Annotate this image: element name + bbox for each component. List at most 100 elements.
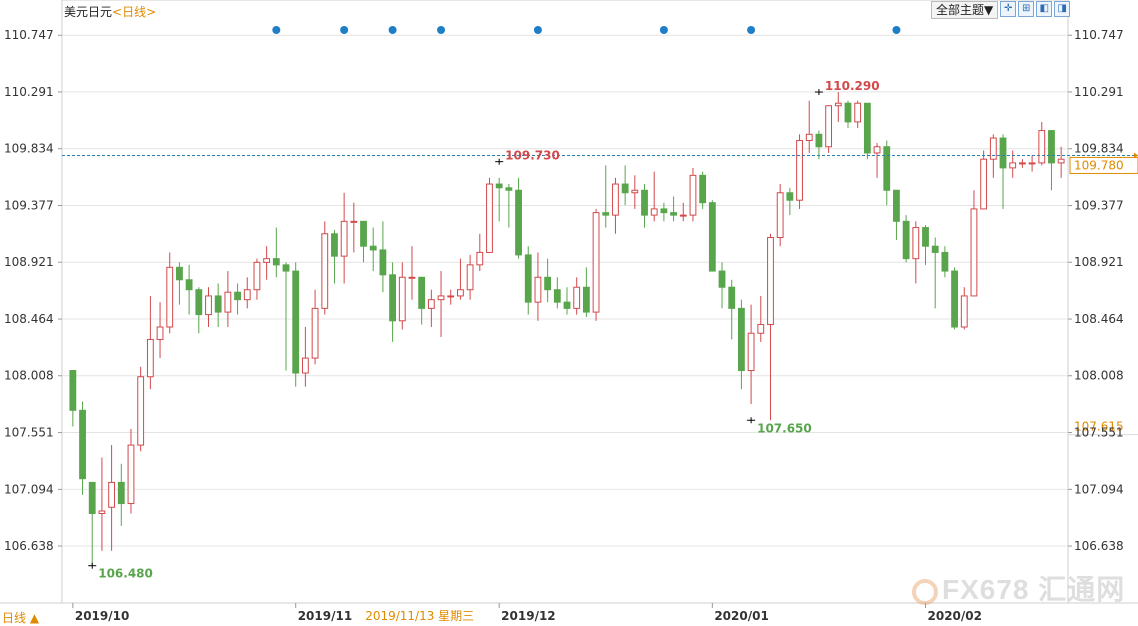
candle (815, 130, 823, 160)
y-tick-label-left: 107.551 (4, 426, 54, 440)
candle-body (989, 137, 997, 160)
high-annotation-label: 110.290 (825, 79, 880, 93)
candle-body (418, 276, 426, 309)
candle (999, 134, 1007, 209)
candle (825, 105, 833, 153)
candle (699, 171, 707, 209)
theme-dropdown[interactable]: 全部主题▼ (931, 1, 999, 19)
candle (301, 327, 309, 387)
candle-body (592, 212, 600, 313)
candle-body (728, 286, 736, 309)
y-tick-label-right: 108.008 (1074, 369, 1124, 383)
panel-left-icon[interactable]: ◧ (1036, 1, 1053, 17)
low-annotation-label: 106.480 (98, 567, 153, 581)
current-price-box (1069, 156, 1138, 174)
candle-body (524, 254, 532, 303)
candle (1028, 155, 1036, 172)
instrument-name: 美元日元 (64, 5, 113, 19)
candle (1057, 146, 1065, 178)
candle (960, 287, 968, 330)
hover-date-label: 2019/11/13 星期三 (365, 609, 474, 623)
candle (389, 262, 396, 342)
candle (621, 165, 629, 206)
crosshair-icon[interactable]: ✛ (1000, 1, 1017, 17)
candle-body (437, 295, 445, 301)
candle (243, 277, 251, 309)
candle-body (544, 276, 552, 291)
x-tick-label: 2020/01 (714, 609, 768, 623)
candle (689, 167, 697, 222)
candle-body (331, 233, 338, 257)
candle (553, 277, 561, 309)
candle-body (263, 258, 271, 263)
candle (495, 177, 503, 222)
candle (253, 258, 261, 300)
candle-body (1009, 162, 1017, 169)
candle (786, 187, 794, 216)
candle-body (893, 189, 900, 222)
candle-body (234, 291, 241, 301)
candle-body (757, 324, 765, 334)
y-tick-label-right: 110.747 (1074, 28, 1124, 42)
candle-body (195, 289, 203, 316)
candle (738, 299, 745, 390)
y-tick-label-left: 110.291 (4, 85, 54, 99)
candle (718, 262, 726, 309)
candle (563, 287, 571, 315)
candle-body (495, 183, 503, 189)
candle-body (88, 481, 96, 514)
candle-body (834, 102, 842, 107)
y-tick-label-left: 109.834 (4, 142, 54, 156)
candle (311, 289, 319, 365)
candle-body (708, 202, 716, 272)
candle-body (699, 174, 707, 204)
candle (544, 258, 552, 303)
candle-body (553, 289, 561, 303)
zoom-in-icon[interactable]: ⊞ (1018, 1, 1035, 17)
candle-body (224, 291, 232, 313)
period-subtitle[interactable]: <日线> (112, 5, 157, 19)
candle-body (563, 301, 571, 309)
candle (1018, 159, 1026, 168)
candle-body (447, 295, 455, 298)
candle (922, 225, 929, 265)
event-dot (533, 26, 542, 34)
candle (331, 230, 338, 284)
candle (573, 277, 581, 315)
candle-body (844, 102, 852, 123)
candle-body (340, 220, 348, 257)
candle-body (282, 264, 290, 272)
candle (912, 221, 920, 284)
candle-body (185, 279, 193, 291)
candle-body (854, 102, 862, 123)
candle (321, 221, 329, 315)
panel-right-icon[interactable]: ◨ (1054, 1, 1071, 17)
candle-body (321, 233, 329, 309)
candle-body (883, 146, 891, 191)
candle-body (243, 289, 251, 301)
grid-layer (0, 0, 1138, 604)
candle-body (1038, 130, 1046, 164)
candle (98, 457, 106, 551)
candle-body (427, 299, 435, 309)
candle-body (272, 258, 280, 266)
candle (524, 246, 532, 315)
event-dot (659, 26, 668, 34)
chart-title: 美元日元<日线> (64, 3, 156, 20)
candle-body (582, 286, 590, 313)
candle (205, 287, 212, 328)
candle (641, 184, 648, 228)
candle (166, 252, 174, 334)
candle-body (825, 105, 833, 148)
candle-body (127, 444, 135, 505)
period-selector[interactable]: 日线 ▲ (2, 611, 40, 625)
candle (505, 184, 513, 228)
candle-layer (69, 92, 1065, 566)
candle (437, 271, 445, 337)
candle-body (980, 158, 988, 210)
candle (989, 134, 997, 178)
candle (379, 221, 387, 293)
candle (796, 134, 803, 209)
candle (612, 177, 619, 234)
